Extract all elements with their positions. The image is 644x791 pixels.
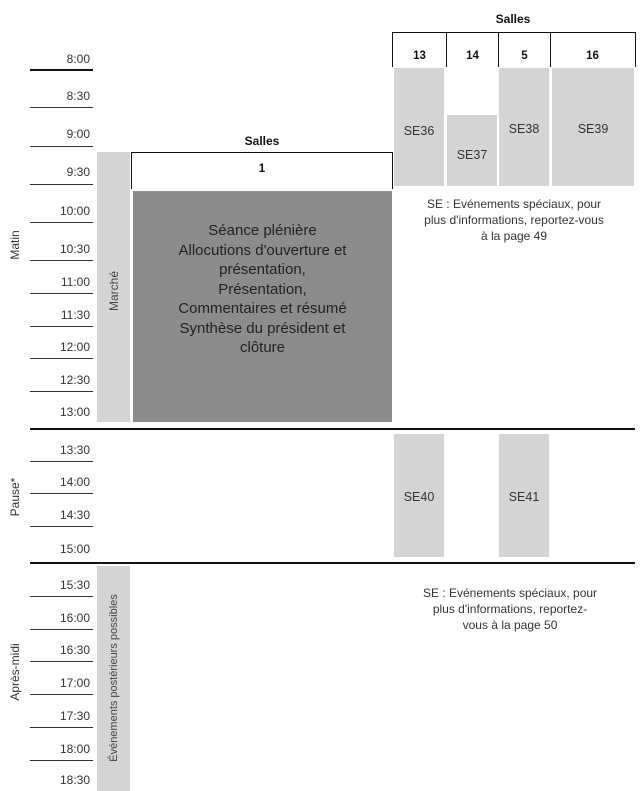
period-label-morning: Matin bbox=[8, 230, 22, 260]
section-line-top bbox=[30, 69, 93, 71]
time-label: 15:30 bbox=[59, 578, 90, 592]
time-divider bbox=[30, 293, 93, 294]
time-divider bbox=[30, 493, 93, 494]
time-label: 15:00 bbox=[59, 542, 90, 556]
time-label: 18:30 bbox=[59, 773, 90, 787]
time-label: 8:00 bbox=[66, 52, 90, 66]
time-label: 17:00 bbox=[59, 676, 90, 690]
time-divider bbox=[30, 727, 93, 728]
time-divider bbox=[30, 107, 93, 108]
time-divider bbox=[30, 184, 93, 185]
plenary-line: Commentaires et résumé bbox=[178, 300, 347, 317]
time-label: 13:30 bbox=[59, 443, 90, 457]
special-event-label: SE41 bbox=[508, 490, 540, 504]
time-label: 11:30 bbox=[60, 308, 90, 322]
special-event-label: SE36 bbox=[403, 124, 435, 138]
room-number-14: 14 bbox=[466, 50, 479, 62]
special-event-block: SE39 bbox=[552, 68, 634, 186]
period-label-pause: Pause* bbox=[8, 477, 22, 517]
time-label: 9:30 bbox=[66, 165, 90, 179]
time-label: 16:30 bbox=[59, 643, 90, 657]
time-divider bbox=[30, 526, 93, 527]
time-label: 9:00 bbox=[66, 127, 90, 141]
plenary-line: présentation, bbox=[219, 261, 306, 278]
special-event-label: SE40 bbox=[403, 490, 435, 504]
special-event-label: SE37 bbox=[456, 148, 488, 162]
plenary-session-block: Séance plénière Allocutions d'ouverture … bbox=[133, 191, 392, 422]
special-event-block: SE37 bbox=[447, 115, 497, 186]
time-divider bbox=[30, 326, 93, 327]
special-event-label: SE39 bbox=[577, 122, 609, 136]
note-line: vous à la page 50 bbox=[462, 618, 558, 632]
plenary-line: Synthèse du président et bbox=[179, 319, 346, 337]
special-event-block: SE40 bbox=[394, 434, 444, 557]
plenary-line: Allocutions d'ouverture et bbox=[178, 241, 347, 259]
time-label: 11:00 bbox=[60, 275, 90, 289]
special-events-note-morning: SE : Evénements spéciaux, pour plus d'in… bbox=[398, 196, 630, 244]
room-number-13: 13 bbox=[413, 50, 426, 62]
time-label: 12:00 bbox=[59, 340, 90, 354]
room-number-1: 1 bbox=[258, 163, 266, 175]
time-divider bbox=[30, 596, 93, 597]
plenary-line: Séance plénière bbox=[208, 222, 317, 239]
time-divider bbox=[30, 222, 93, 223]
note-line: SE : Evénements spéciaux, pour bbox=[426, 197, 602, 211]
time-divider bbox=[30, 760, 93, 761]
rooms-header-box bbox=[392, 32, 636, 67]
time-label: 10:30 bbox=[59, 242, 90, 256]
time-label: 10:00 bbox=[59, 204, 90, 218]
time-label: 8:30 bbox=[66, 89, 90, 103]
room-header-box bbox=[131, 152, 393, 189]
period-label-afternoon: Après-midi bbox=[8, 643, 22, 701]
plenary-line: Présentation, bbox=[218, 280, 307, 298]
section-line-afternoon bbox=[30, 562, 635, 564]
marche-block bbox=[97, 152, 130, 422]
plenary-line: clôture bbox=[239, 339, 286, 356]
special-event-block: SE38 bbox=[499, 68, 549, 186]
time-divider bbox=[30, 391, 93, 392]
note-line: plus d'informations, reportez- bbox=[432, 602, 588, 616]
time-divider bbox=[30, 146, 93, 147]
marche-label: Marché bbox=[107, 270, 121, 312]
time-label: 18:00 bbox=[59, 742, 90, 756]
special-event-block: SE36 bbox=[394, 68, 444, 186]
afternoon-events-block bbox=[97, 566, 130, 791]
time-label: 16:00 bbox=[59, 611, 90, 625]
room-divider bbox=[446, 33, 447, 67]
rooms-heading-main: Salles bbox=[244, 134, 280, 148]
section-line-pause bbox=[30, 428, 635, 430]
time-label: 12:30 bbox=[59, 373, 90, 387]
special-event-label: SE38 bbox=[508, 122, 540, 136]
note-line: plus d'informations, reportez-vous bbox=[424, 213, 604, 227]
special-event-block: SE41 bbox=[499, 434, 549, 557]
room-number-5: 5 bbox=[521, 50, 528, 62]
afternoon-events-label: Événements postérieurs possibles bbox=[108, 594, 120, 762]
time-label: 14:30 bbox=[59, 508, 90, 522]
time-divider bbox=[30, 661, 93, 662]
room-divider bbox=[550, 33, 551, 67]
time-label: 17:30 bbox=[59, 709, 90, 723]
note-line: à la page 49 bbox=[480, 229, 548, 243]
time-label: 13:00 bbox=[59, 405, 90, 419]
time-divider bbox=[30, 694, 93, 695]
time-divider bbox=[30, 461, 93, 462]
room-divider bbox=[498, 33, 499, 67]
note-line: SE : Evénements spéciaux, pour bbox=[422, 586, 598, 600]
time-divider bbox=[30, 629, 93, 630]
time-divider bbox=[30, 260, 93, 261]
rooms-heading-top: Salles bbox=[495, 12, 531, 26]
room-number-16: 16 bbox=[586, 50, 599, 62]
time-divider bbox=[30, 358, 93, 359]
special-events-note-afternoon: SE : Evénements spéciaux, pour plus d'in… bbox=[390, 585, 630, 633]
time-label: 14:00 bbox=[59, 475, 90, 489]
